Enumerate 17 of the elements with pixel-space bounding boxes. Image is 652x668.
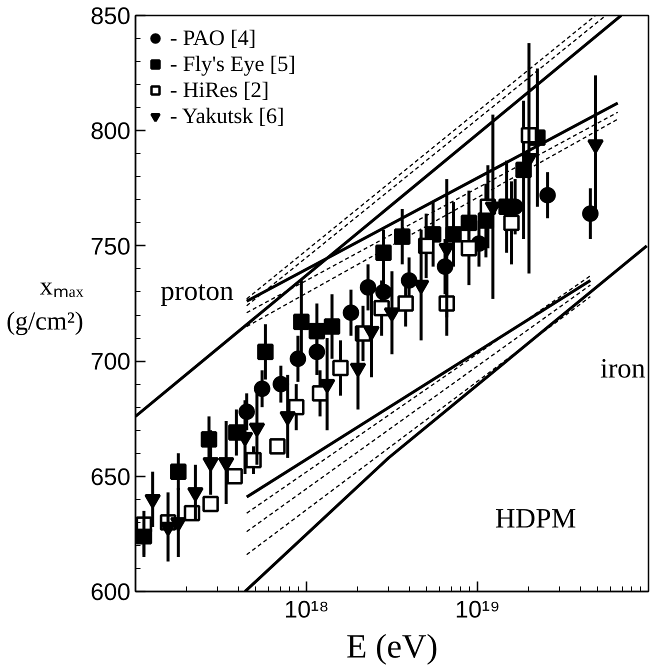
- annotation: iron: [600, 354, 646, 385]
- annotation: proton: [160, 276, 234, 307]
- legend-label: - HiRes [2]: [170, 77, 269, 103]
- y-tick-label: 750: [90, 233, 131, 260]
- y-axis-title: xₘₐₓ (g/cm²): [6, 272, 84, 336]
- y-tick-label: 800: [90, 118, 131, 146]
- annotation: HDPM: [495, 504, 576, 535]
- legend-label: - PAO [4]: [170, 25, 256, 51]
- legend-label: - Yakutsk [6]: [170, 103, 284, 129]
- x-tick-label: 10¹⁸: [284, 596, 329, 624]
- legend-label: - Fly's Eye [5]: [170, 51, 296, 77]
- x-tick-label: 10¹⁹: [455, 596, 500, 624]
- x-axis-title: E (eV): [346, 628, 438, 666]
- y-tick-label: 700: [90, 348, 131, 376]
- y-tick-label: 600: [90, 579, 131, 606]
- y-tick-label: 650: [90, 464, 131, 491]
- y-tick-label: 850: [90, 3, 131, 30]
